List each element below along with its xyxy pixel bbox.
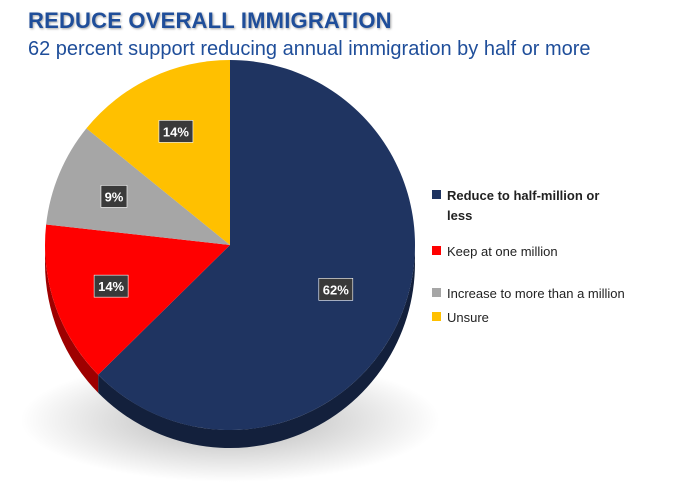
chart-title: REDUCE OVERALL IMMIGRATION: [28, 8, 392, 33]
pie-slice-keep: [44, 224, 230, 375]
data-label-reduce: 62%: [323, 282, 349, 297]
legend-swatch: [432, 190, 441, 199]
data-label-box-unsure: [158, 120, 194, 143]
pie-slice-reduce: [98, 60, 415, 431]
data-label-box-increase: [100, 185, 128, 208]
data-label-box-reduce: [318, 278, 354, 301]
data-label-box-keep: [93, 274, 129, 298]
legend-label: Increase to more than a million: [447, 286, 625, 301]
legend-swatch: [432, 288, 441, 297]
legend: Reduce to half-million or less Keep at o…: [432, 186, 627, 328]
legend-item-keep: Keep at one million: [432, 242, 627, 262]
legend-swatch: [432, 312, 441, 321]
pie-slice-increase: [46, 128, 230, 245]
data-label-keep: 14%: [98, 279, 124, 294]
chart-subtitle: 62 percent support reducing annual immig…: [28, 38, 591, 60]
pie-slices: [44, 60, 415, 431]
legend-label: Keep at one million: [447, 244, 558, 259]
legend-item-reduce: Reduce to half-million or less: [432, 186, 627, 226]
legend-label: Reduce to half-million or less: [447, 188, 600, 223]
pie-slice-unsure: [86, 60, 230, 245]
legend-item-unsure: Unsure: [432, 308, 627, 328]
data-label-unsure: 14%: [163, 124, 189, 139]
pie-depth-keep: [45, 245, 99, 393]
legend-label: Unsure: [447, 310, 489, 325]
pie-labels: 62% 14% 9% 14%: [93, 120, 354, 301]
pie-depth-reduce: [98, 245, 415, 448]
data-label-increase: 9%: [105, 189, 124, 204]
pie-depth: [45, 245, 415, 448]
legend-item-increase: Increase to more than a million: [432, 284, 627, 304]
legend-swatch: [432, 246, 441, 255]
